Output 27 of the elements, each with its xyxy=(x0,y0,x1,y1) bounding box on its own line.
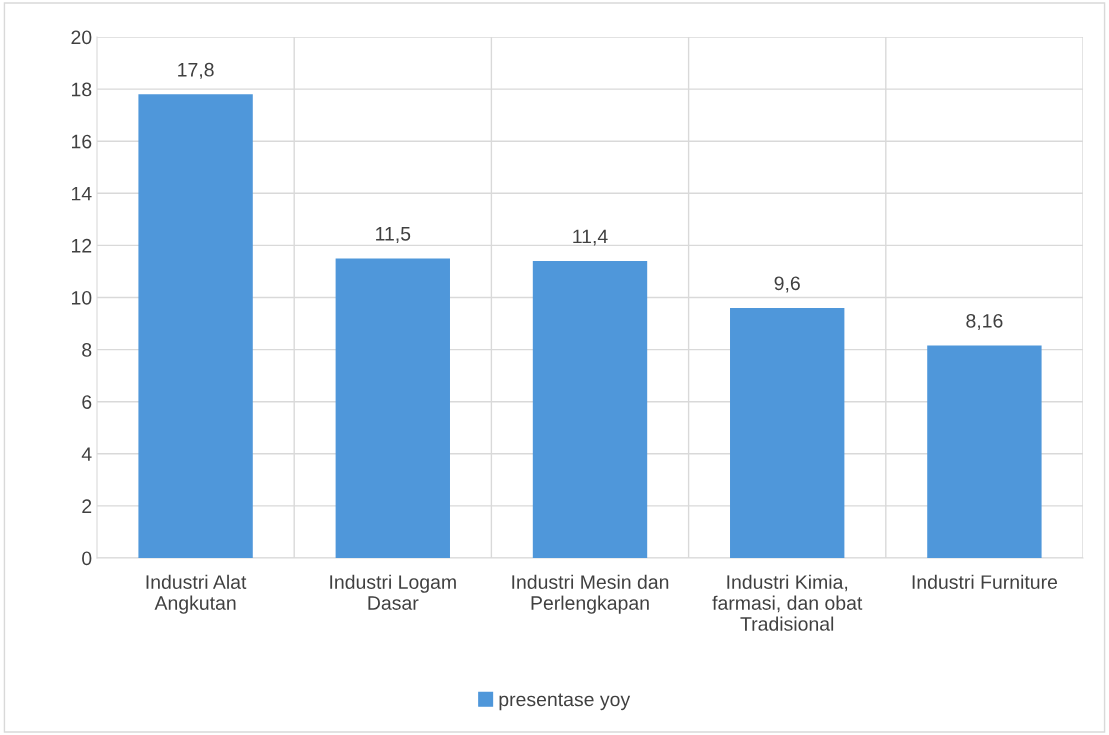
bar xyxy=(138,94,253,558)
y-tick-label: 10 xyxy=(72,290,92,305)
data-label: 11,5 xyxy=(376,227,411,243)
x-tick-label: Industri Logam Dasar xyxy=(330,574,456,610)
legend-label: presentase yoy xyxy=(499,693,631,711)
y-tick-label: 16 xyxy=(72,134,92,149)
bar xyxy=(532,261,648,558)
x-tick-label: Industri Furniture xyxy=(912,574,1058,589)
bar xyxy=(335,258,450,558)
y-tick-label: 14 xyxy=(72,186,92,201)
data-label: 9,6 xyxy=(774,276,800,293)
y-tick-label: 8 xyxy=(82,343,92,357)
data-label: 17,8 xyxy=(178,62,214,79)
y-tick-label: 4 xyxy=(81,447,92,461)
x-tick-label: Industri Alat Angkutan xyxy=(146,574,247,614)
y-tick-label: 6 xyxy=(82,395,92,409)
data-label: 11,4 xyxy=(573,229,608,246)
y-tick-label: 2 xyxy=(82,499,92,513)
y-tick-label: 12 xyxy=(72,238,92,253)
data-label: 8,16 xyxy=(966,313,1003,330)
bar xyxy=(927,345,1042,558)
y-tick-label: 0 xyxy=(82,551,92,566)
x-tick-label: Industri Mesin dan Perlengkapan xyxy=(512,574,669,614)
y-tick-label: 20 xyxy=(71,30,92,45)
x-tick-label: Industri Kimia, farmasi, dan obat Tradisional xyxy=(712,574,863,631)
y-tick-label: 18 xyxy=(72,82,92,97)
bar xyxy=(730,307,845,558)
